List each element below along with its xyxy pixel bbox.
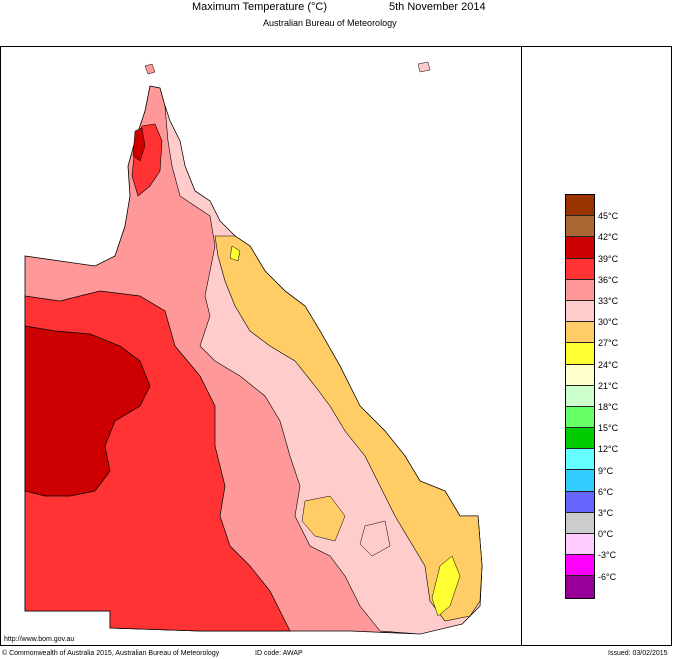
legend-tick-label: -3°C — [598, 550, 617, 561]
legend-tick-label: 33°C — [598, 296, 619, 306]
zone-39c-core — [24, 325, 151, 497]
legend-tick-label: 36°C — [598, 274, 619, 285]
legend-tick-label: 42°C — [598, 232, 619, 243]
legend-swatch — [566, 195, 594, 217]
zone-24c-patch — [229, 245, 241, 262]
legend-swatch — [566, 322, 594, 344]
legend-swatch — [566, 555, 594, 577]
legend-tick-label: 15°C — [598, 423, 619, 434]
id-code: ID code: AWAP — [255, 650, 303, 657]
legend-tick-label: 21°C — [598, 380, 619, 391]
legend-swatch — [566, 512, 594, 534]
title-date: 5th November 2014 — [389, 1, 486, 13]
map-subtitle: Australian Bureau of Meteorology — [263, 18, 397, 28]
legend-tick-label: 18°C — [598, 402, 619, 412]
legend-tick-label: 27°C — [598, 338, 619, 349]
zone-39c-cape — [132, 127, 146, 162]
legend-swatch — [566, 470, 594, 492]
island — [144, 63, 156, 75]
legend-swatch — [566, 576, 594, 598]
zone-27c-coast — [214, 235, 483, 622]
legend-tick-label: 0°C — [598, 529, 614, 540]
island — [417, 61, 431, 73]
legend-tick-label: 9°C — [598, 465, 614, 476]
footer-url: http://www.bom.gov.au — [4, 636, 75, 643]
legend-swatch — [566, 364, 594, 386]
zone-30c-interior — [359, 520, 391, 557]
legend-tick-label: 45°C — [598, 211, 619, 222]
legend-tick-label: 39°C — [598, 253, 619, 264]
zone-27c-interior — [301, 495, 346, 542]
legend-tick-label: 24°C — [598, 359, 619, 370]
legend-swatch — [566, 258, 594, 280]
zone-24c-patch — [431, 555, 461, 617]
legend-tick-label: 30°C — [598, 317, 619, 328]
title-variable: Maximum Temperature (°C) — [192, 1, 328, 13]
issued-date: Issued: 03/02/2015 — [608, 650, 668, 657]
legend-swatch — [566, 406, 594, 429]
legend-divider — [521, 46, 522, 646]
legend-swatch — [566, 491, 594, 513]
legend-tick-label: -6°C — [598, 571, 617, 582]
legend-swatch — [566, 534, 594, 556]
legend-tick-label: 12°C — [598, 444, 619, 455]
legend-swatch — [566, 300, 594, 323]
copyright-text: © Commonwealth of Australia 2015, Austra… — [2, 650, 220, 657]
legend-swatch — [566, 449, 594, 471]
map-frame — [0, 46, 672, 646]
temperature-legend — [565, 194, 595, 599]
legend-swatch — [566, 385, 594, 407]
legend-tick-label: 6°C — [598, 486, 614, 497]
legend-swatch — [566, 279, 594, 301]
queensland-temperature-map — [24, 61, 483, 635]
legend-tick-label: 3°C — [598, 508, 614, 518]
legend-swatch — [566, 428, 594, 450]
legend-swatch — [566, 216, 594, 238]
legend-swatch — [566, 237, 594, 259]
map-title: Maximum Temperature (°C) 5th November 20… — [0, 0, 674, 14]
legend-swatch — [566, 343, 594, 365]
